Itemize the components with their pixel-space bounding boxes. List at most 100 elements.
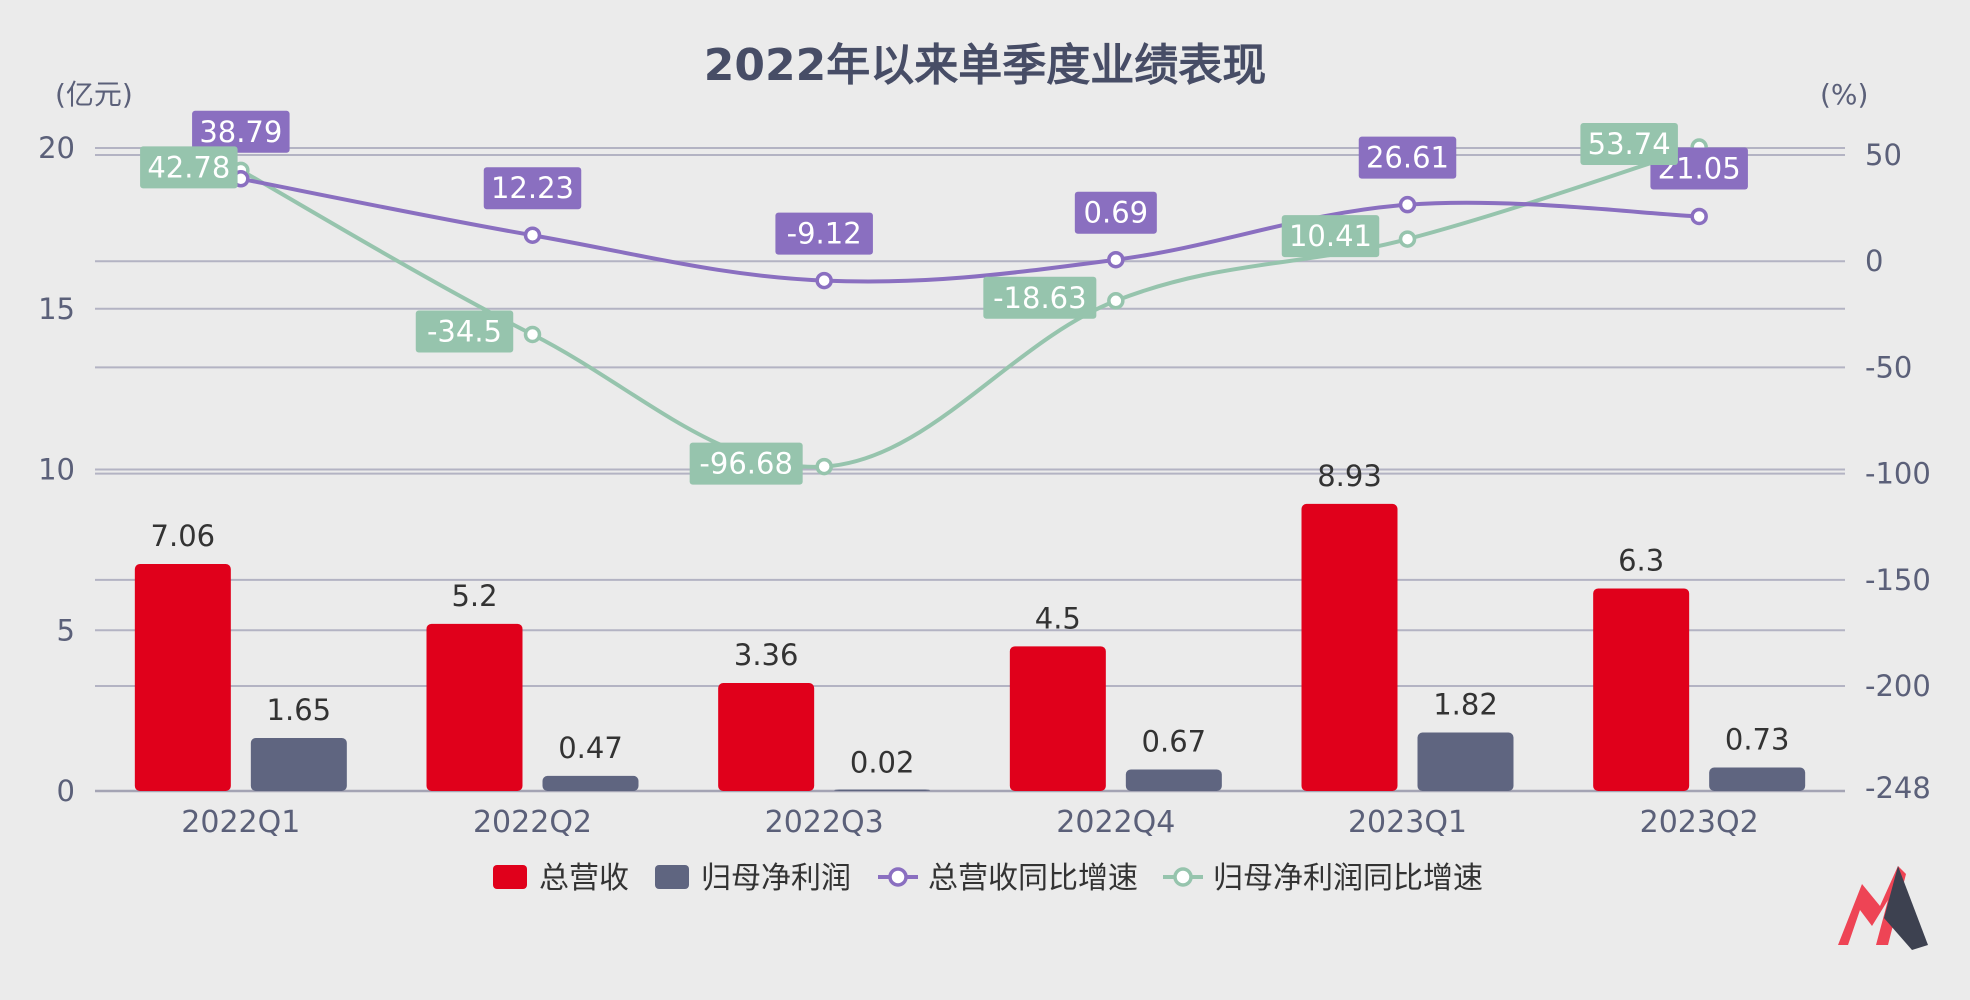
x-tick-label: 2023Q1 — [1348, 805, 1467, 840]
legend-label: 归母净利润同比增速 — [1213, 861, 1483, 896]
label-text: -18.63 — [993, 281, 1087, 315]
logo-red-mark — [1838, 866, 1906, 945]
right-tick-label: -248 — [1865, 771, 1931, 805]
bar-value-label: 1.82 — [1433, 687, 1498, 721]
label-revenue-growth: 26.61 — [1358, 136, 1457, 179]
label-box — [1281, 215, 1380, 258]
label-profit-growth: -96.68 — [689, 442, 803, 485]
bar-revenue — [1593, 588, 1690, 791]
legend-marker — [888, 867, 908, 887]
left-tick-label: 0 — [57, 774, 75, 808]
line-point — [1398, 195, 1417, 214]
bar-revenue — [426, 623, 523, 791]
right-tick-label: 50 — [1865, 138, 1902, 172]
label-box — [1358, 136, 1457, 179]
bars-layer: 7.06 5.2 3.36 4.5 8.93 6.3 1.65 0.47 0.02 0.67 1.8… — [134, 459, 1806, 791]
left-tick-label: 15 — [38, 292, 75, 326]
bar-value-label: 5.2 — [451, 579, 497, 613]
label-text: 10.41 — [1289, 219, 1372, 253]
label-box — [140, 146, 238, 189]
label-box — [775, 212, 873, 255]
label-revenue-growth: -9.12 — [775, 212, 873, 255]
label-profit-growth: 53.74 — [1580, 123, 1678, 166]
bar-value-label: 8.93 — [1317, 459, 1382, 493]
label-profit-growth: 42.78 — [140, 146, 238, 189]
legend-label: 总营收 — [539, 861, 629, 896]
label-text: 42.78 — [147, 150, 230, 184]
x-tick-label: 2022Q3 — [765, 805, 884, 840]
x-tick-label: 2022Q1 — [181, 805, 300, 840]
label-box — [1580, 123, 1678, 166]
bar-value-label: 3.36 — [734, 638, 799, 672]
right-axis-unit: (%) — [1820, 78, 1868, 111]
right-tick-label: -100 — [1865, 457, 1931, 491]
line-point — [815, 271, 833, 290]
bar-value-label: 0.02 — [850, 745, 915, 779]
x-tick-label: 2022Q2 — [473, 805, 592, 840]
right-tick-label: -150 — [1865, 563, 1931, 597]
bar-value-label: 0.67 — [1142, 724, 1207, 758]
line-point — [523, 226, 542, 244]
label-box — [415, 310, 514, 353]
label-text: 38.79 — [199, 115, 282, 149]
legend-swatch — [655, 865, 689, 889]
bar-value-label: 6.3 — [1618, 543, 1664, 577]
bar-value-label: 0.47 — [558, 731, 623, 765]
bar-value-label: 1.65 — [267, 693, 332, 727]
label-revenue-growth: 12.23 — [483, 167, 582, 210]
legend-item: 总营收 — [493, 861, 629, 896]
label-box — [689, 442, 803, 485]
left-axis-ticks: 0 5 10 15 20 — [38, 131, 75, 808]
label-box — [1074, 191, 1157, 234]
left-axis-unit: (亿元) — [55, 78, 133, 111]
line-point — [1107, 250, 1125, 269]
brand-logo — [1838, 866, 1928, 950]
line-point — [815, 457, 833, 476]
chart-title: 2022年以来单季度业绩表现 — [704, 40, 1266, 91]
legend-swatch — [493, 865, 527, 889]
legend-item: 归母净利润同比增速 — [1163, 861, 1483, 896]
legend-item: 总营收同比增速 — [878, 861, 1138, 896]
label-box — [983, 276, 1097, 319]
left-tick-label: 10 — [38, 453, 75, 487]
grid-layer — [95, 147, 1845, 793]
line-point — [1398, 230, 1417, 248]
line-point — [523, 325, 542, 344]
label-box — [483, 167, 582, 210]
line-point — [1107, 292, 1125, 310]
bar-revenue — [718, 682, 815, 791]
lines-layer — [232, 138, 1708, 476]
label-text: -96.68 — [699, 447, 793, 481]
label-box — [192, 110, 290, 153]
legend-marker — [1173, 867, 1193, 887]
label-text: -9.12 — [787, 217, 862, 251]
label-text: 53.74 — [1588, 127, 1671, 161]
left-tick-label: 20 — [38, 131, 75, 165]
left-tick-label: 5 — [57, 613, 75, 647]
legend-label: 归母净利润 — [701, 861, 851, 896]
line-point — [1690, 207, 1708, 226]
label-profit-growth: -34.5 — [415, 310, 514, 353]
x-tick-label: 2023Q2 — [1640, 805, 1759, 840]
bar-net-profit — [542, 775, 639, 791]
logo-dark-mark — [1884, 866, 1928, 950]
label-text: 12.23 — [491, 171, 574, 205]
legend-item: 归母净利润 — [655, 861, 851, 896]
legend-label: 总营收同比增速 — [928, 861, 1138, 896]
line-profit-growth — [239, 145, 1700, 469]
right-tick-label: -50 — [1865, 350, 1912, 384]
label-text: -34.5 — [427, 314, 502, 348]
bar-net-profit — [834, 789, 931, 791]
bar-net-profit — [250, 737, 347, 791]
label-text: 0.69 — [1084, 196, 1149, 230]
bar-value-label: 7.06 — [151, 519, 216, 553]
label-revenue-growth: 38.79 — [192, 110, 290, 153]
x-tick-label: 2022Q4 — [1056, 805, 1175, 840]
label-text: 26.61 — [1366, 141, 1449, 175]
bar-value-label: 4.5 — [1035, 601, 1081, 635]
label-profit-growth: 10.41 — [1281, 215, 1380, 258]
right-tick-label: 0 — [1865, 244, 1883, 278]
